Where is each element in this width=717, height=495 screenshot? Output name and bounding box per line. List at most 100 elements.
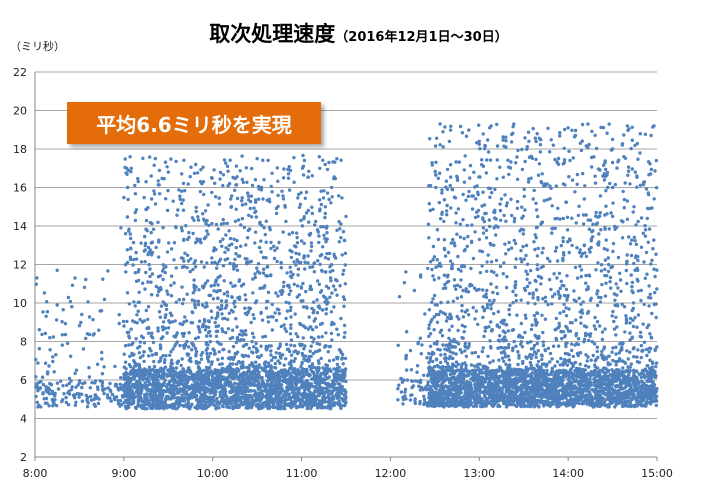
data-point [245, 180, 249, 184]
data-point [168, 320, 172, 325]
data-point [438, 309, 443, 314]
data-point [546, 126, 550, 130]
data-point [189, 165, 193, 169]
data-point [221, 367, 226, 371]
data-point [461, 192, 465, 197]
data-point [572, 289, 576, 293]
data-point [186, 259, 191, 263]
data-point [264, 240, 268, 244]
data-point [320, 377, 324, 382]
data-point [403, 387, 408, 392]
data-point [616, 286, 620, 290]
data-point [127, 227, 131, 231]
data-point [95, 395, 99, 399]
data-point [307, 169, 311, 173]
data-point [295, 295, 299, 299]
data-point [454, 287, 458, 291]
data-point [253, 230, 258, 234]
data-point [235, 196, 240, 201]
data-point [281, 194, 285, 198]
data-point [295, 374, 299, 378]
data-point [299, 365, 303, 369]
data-point [296, 196, 300, 200]
data-point [430, 161, 434, 165]
data-point [156, 179, 160, 183]
data-point [216, 386, 220, 390]
data-point [318, 262, 322, 267]
data-point [298, 401, 303, 405]
data-point [221, 173, 226, 177]
data-point [235, 268, 240, 272]
data-point [475, 184, 479, 188]
data-point [193, 265, 198, 269]
data-point [266, 395, 270, 400]
data-point [276, 179, 280, 183]
data-point [208, 340, 212, 344]
data-point [292, 244, 297, 248]
data-point [123, 360, 128, 364]
data-point [249, 215, 254, 219]
data-point [150, 222, 154, 226]
data-point [252, 381, 256, 385]
data-point [284, 316, 288, 321]
data-point [422, 394, 426, 398]
data-point [206, 203, 210, 207]
data-point [577, 204, 581, 208]
data-point [246, 191, 250, 195]
data-point [325, 191, 330, 195]
data-point [318, 207, 322, 211]
data-point [213, 260, 217, 264]
data-point [278, 351, 282, 356]
data-point [134, 362, 138, 366]
data-point [214, 280, 218, 284]
data-point [298, 376, 303, 380]
data-point [304, 395, 308, 399]
data-point [523, 313, 528, 317]
data-point [279, 385, 283, 389]
data-point [181, 198, 185, 202]
data-point [485, 302, 490, 307]
data-point [507, 172, 511, 177]
data-point [233, 257, 237, 262]
data-point [328, 276, 333, 280]
data-point [234, 317, 238, 321]
data-point [462, 180, 467, 184]
data-point [245, 257, 249, 261]
data-point [213, 195, 218, 199]
data-point [100, 384, 104, 388]
data-point [599, 228, 603, 232]
data-point [218, 239, 222, 244]
data-point [208, 329, 212, 334]
data-point [263, 360, 268, 364]
data-point [558, 363, 562, 367]
data-point [301, 305, 306, 309]
data-point [174, 399, 179, 404]
data-point [122, 195, 126, 200]
data-point [184, 224, 188, 228]
data-point [292, 350, 296, 354]
data-point [82, 285, 87, 290]
data-point [304, 385, 308, 389]
data-point [69, 388, 74, 392]
data-point [234, 352, 238, 356]
data-point [275, 405, 279, 410]
data-point [246, 406, 250, 410]
data-point [255, 266, 259, 270]
data-point [214, 316, 218, 321]
data-point [129, 402, 134, 406]
data-point [233, 188, 237, 192]
data-point [231, 362, 235, 366]
data-point [267, 392, 271, 397]
data-point [161, 375, 165, 379]
data-point [613, 182, 617, 187]
data-point [252, 335, 256, 339]
data-point [524, 269, 528, 273]
data-point [170, 313, 174, 318]
data-point [237, 386, 241, 390]
data-point [258, 399, 262, 403]
data-point [232, 265, 236, 269]
data-point [87, 375, 92, 379]
data-point [309, 325, 313, 329]
data-point [229, 281, 233, 285]
data-point [177, 298, 181, 302]
